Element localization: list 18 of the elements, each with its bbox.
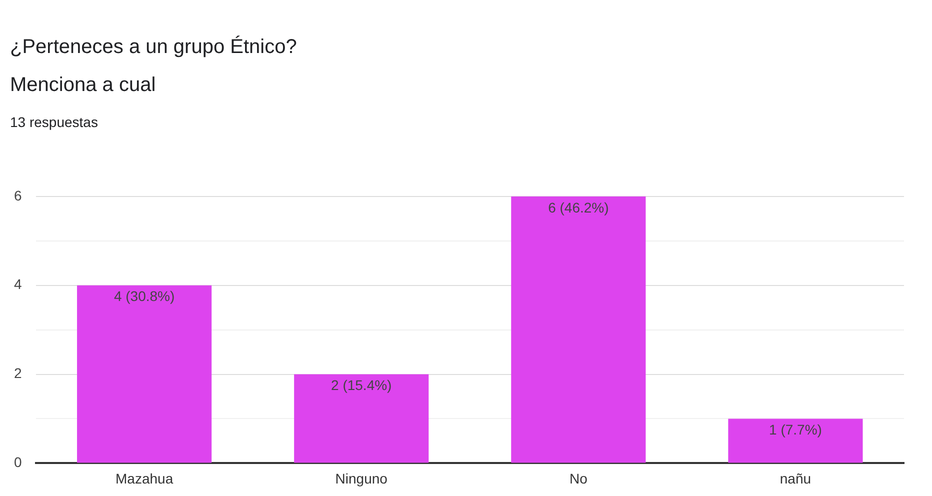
- data-label: 4 (30.8%): [114, 288, 175, 304]
- x-tick-label: Ninguno: [335, 470, 388, 486]
- y-tick-label: 0: [14, 454, 22, 470]
- bar: [294, 374, 429, 463]
- x-tick-label: No: [569, 470, 588, 486]
- x-tick-label: nañu: [780, 470, 812, 486]
- bar: [77, 285, 212, 463]
- bar: [728, 418, 863, 463]
- data-label: 2 (15.4%): [331, 377, 392, 394]
- data-label: 6 (46.2%): [548, 199, 609, 216]
- bar: [511, 196, 646, 463]
- y-tick-label: 6: [14, 187, 22, 204]
- chart-title: ¿Perteneces a un grupo Étnico? Menciona a cual: [10, 34, 298, 98]
- y-tick-label: 2: [14, 365, 22, 382]
- x-tick-label: Mazahua: [116, 470, 174, 486]
- chart-subtitle: 13 respuestas: [10, 114, 98, 130]
- y-tick-label: 4: [14, 276, 22, 292]
- data-label: 1 (7.7%): [769, 422, 822, 438]
